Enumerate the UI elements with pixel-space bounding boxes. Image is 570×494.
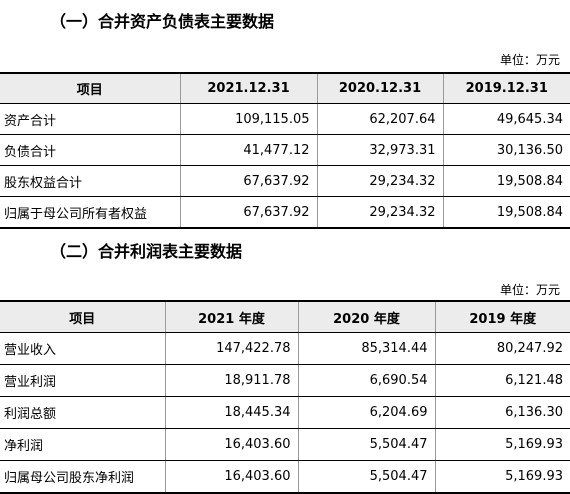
table-row: 资产合计 109,115.05 62,207.64 49,645.34 (0, 103, 570, 135)
header-2021: 2021 年度 (164, 300, 299, 333)
row-label: 净利润 (0, 428, 166, 461)
cell-value: 5,169.93 (434, 460, 570, 494)
row-label: 负债合计 (0, 134, 181, 166)
cell-value: 5,504.47 (297, 460, 436, 494)
income-unit-label: 单位：万元 (499, 283, 560, 297)
row-label: 营业利润 (0, 364, 166, 397)
table-row: 营业利润 18,911.78 6,690.54 6,121.48 (0, 364, 570, 397)
balance-sheet-heading: （一）合并资产负债表主要数据 (50, 12, 275, 31)
cell-value: 147,422.78 (164, 332, 299, 365)
cell-value: 67,637.92 (179, 165, 318, 197)
cell-value: 109,115.05 (179, 103, 318, 135)
row-label: 股东权益合计 (0, 165, 181, 197)
cell-value: 18,445.34 (164, 396, 299, 429)
balance-header-row: 项目 2021.12.31 2020.12.31 2019.12.31 (0, 72, 570, 104)
cell-value: 16,403.60 (164, 428, 299, 461)
cell-value: 80,247.92 (434, 332, 570, 365)
header-2020: 2020.12.31 (316, 72, 444, 104)
cell-value: 5,169.93 (434, 428, 570, 461)
table-row: 净利润 16,403.60 5,504.47 5,169.93 (0, 428, 570, 461)
header-2020: 2020 年度 (297, 300, 436, 333)
table-row: 归属于母公司所有者权益 67,637.92 29,234.32 19,508.8… (0, 196, 570, 229)
cell-value: 41,477.12 (179, 134, 318, 166)
cell-value: 6,136.30 (434, 396, 570, 429)
cell-value: 29,234.32 (316, 196, 444, 229)
balance-unit-label: 单位：万元 (499, 53, 560, 67)
header-item: 项目 (0, 72, 181, 104)
cell-value: 19,508.84 (442, 165, 570, 197)
table-row: 营业收入 147,422.78 85,314.44 80,247.92 (0, 332, 570, 365)
cell-value: 62,207.64 (316, 103, 444, 135)
header-2019: 2019 年度 (434, 300, 570, 333)
row-label: 归属母公司股东净利润 (0, 460, 166, 494)
income-statement-heading: （二）合并利润表主要数据 (50, 242, 243, 261)
header-item: 项目 (0, 300, 166, 333)
cell-value: 6,121.48 (434, 364, 570, 397)
table-row: 归属母公司股东净利润 16,403.60 5,504.47 5,169.93 (0, 460, 570, 494)
cell-value: 30,136.50 (442, 134, 570, 166)
cell-value: 67,637.92 (179, 196, 318, 229)
row-label: 利润总额 (0, 396, 166, 429)
row-label: 资产合计 (0, 103, 181, 135)
row-label: 营业收入 (0, 332, 166, 365)
cell-value: 18,911.78 (164, 364, 299, 397)
cell-value: 29,234.32 (316, 165, 444, 197)
header-2021: 2021.12.31 (179, 72, 318, 104)
row-label: 归属于母公司所有者权益 (0, 196, 181, 229)
cell-value: 6,690.54 (297, 364, 436, 397)
cell-value: 5,504.47 (297, 428, 436, 461)
table-row: 股东权益合计 67,637.92 29,234.32 19,508.84 (0, 165, 570, 197)
income-header-row: 项目 2021 年度 2020 年度 2019 年度 (0, 300, 570, 333)
cell-value: 6,204.69 (297, 396, 436, 429)
income-statement-table: 项目 2021 年度 2020 年度 2019 年度 营业收入 147,422.… (0, 300, 570, 494)
cell-value: 19,508.84 (442, 196, 570, 229)
cell-value: 49,645.34 (442, 103, 570, 135)
header-2019: 2019.12.31 (442, 72, 570, 104)
cell-value: 85,314.44 (297, 332, 436, 365)
table-row: 利润总额 18,445.34 6,204.69 6,136.30 (0, 396, 570, 429)
cell-value: 32,973.31 (316, 134, 444, 166)
balance-sheet-table: 项目 2021.12.31 2020.12.31 2019.12.31 资产合计… (0, 72, 570, 229)
table-row: 负债合计 41,477.12 32,973.31 30,136.50 (0, 134, 570, 166)
cell-value: 16,403.60 (164, 460, 299, 494)
